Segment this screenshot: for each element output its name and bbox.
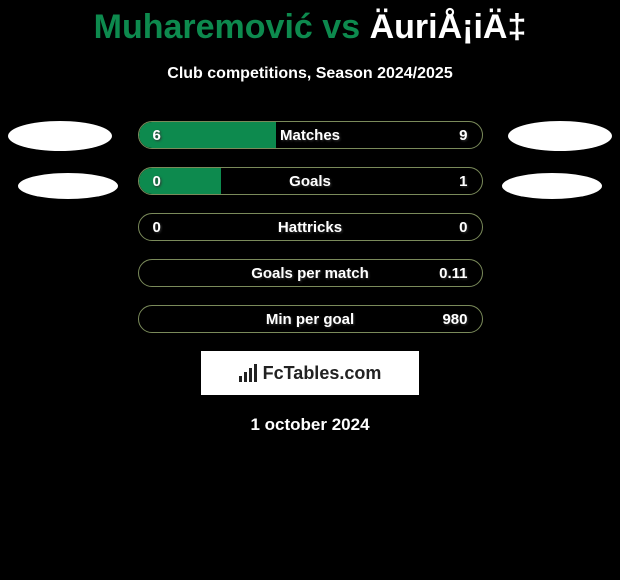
stat-label: Min per goal: [139, 311, 482, 328]
stat-value-right: 0: [459, 219, 467, 236]
stat-value-right: 0.11: [439, 265, 467, 282]
stat-row-hattricks: 0 Hattricks 0: [138, 213, 483, 241]
player1-avatar-1: [8, 121, 112, 151]
stat-label: Goals per match: [139, 265, 482, 282]
stat-label: Hattricks: [139, 219, 482, 236]
vs-text: vs: [322, 8, 360, 46]
player1-name: Muharemović: [94, 8, 313, 46]
stat-row-goals: 0 Goals 1: [138, 167, 483, 195]
stat-row-gpm: Goals per match 0.11: [138, 259, 483, 287]
comparison-title: Muharemović vs ÄuriÅ¡iÄ‡: [0, 0, 620, 47]
stat-value-right: 9: [459, 127, 467, 144]
player1-avatar-2: [18, 173, 118, 199]
stat-label: Goals: [139, 173, 482, 190]
stat-value-right: 1: [459, 173, 467, 190]
stat-rows: 6 Matches 9 0 Goals 1 0 Hattricks 0 Goal…: [138, 121, 483, 333]
stat-row-matches: 6 Matches 9: [138, 121, 483, 149]
stat-label: Matches: [139, 127, 482, 144]
comparison-content: 6 Matches 9 0 Goals 1 0 Hattricks 0 Goal…: [0, 121, 620, 435]
player2-avatar-2: [502, 173, 602, 199]
footer-date: 1 october 2024: [0, 415, 620, 435]
logo-label: FcTables.com: [263, 363, 382, 384]
subtitle: Club competitions, Season 2024/2025: [0, 65, 620, 83]
player2-name: ÄuriÅ¡iÄ‡: [370, 8, 527, 46]
bar-chart-icon: [239, 364, 257, 382]
logo-text: FcTables.com: [239, 363, 382, 384]
stat-value-right: 980: [442, 311, 467, 328]
player2-avatar-1: [508, 121, 612, 151]
stat-row-mpg: Min per goal 980: [138, 305, 483, 333]
logo-box[interactable]: FcTables.com: [201, 351, 419, 395]
